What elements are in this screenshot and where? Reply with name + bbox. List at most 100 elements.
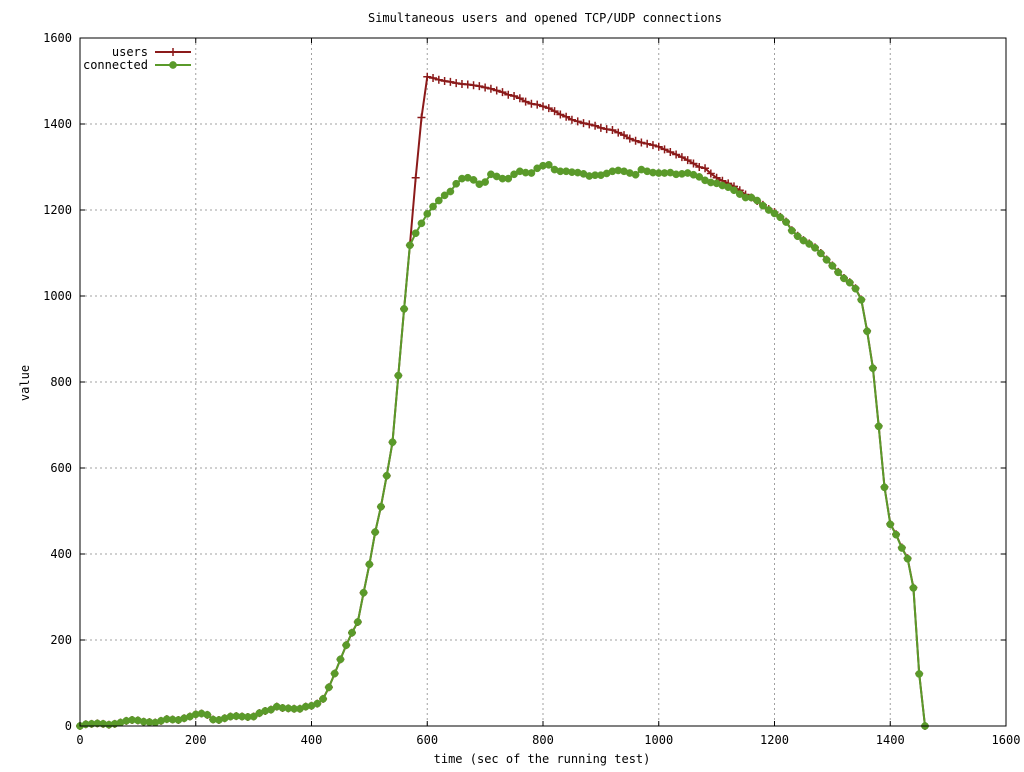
data-point-connected [371,528,380,536]
data-point-users [521,97,530,106]
data-point-users [440,77,449,85]
series-users [76,72,929,730]
data-point-connected [325,683,333,692]
data-point-connected [805,240,814,248]
data-point-connected [382,471,391,480]
data-point-connected [504,174,513,183]
grid [80,38,1006,726]
data-point-connected [730,186,738,195]
data-point-connected [903,554,912,563]
legend-label-connected: connected [83,58,148,72]
data-point-connected [799,236,808,245]
y-tick-label: 0 [65,719,72,733]
data-point-users [423,72,432,81]
data-point-connected [388,438,397,447]
data-point-connected [782,218,790,226]
data-point-connected [544,161,553,169]
y-axis-label: value [18,365,32,401]
data-point-users [411,173,420,182]
data-point-users [429,73,438,82]
data-point-users [695,163,704,171]
data-point-users [504,90,513,99]
ticks: 0 200 400 600 800 1000 1200 1400 1600 0 200 400 600 8… [43,31,1020,747]
data-point-users [469,81,478,90]
data-point-connected [400,305,408,313]
data-point-connected [319,695,327,703]
data-point-connected [770,209,779,218]
data-point-users [539,102,547,111]
data-point-connected [348,628,356,637]
x-tick-label: 1000 [644,733,673,747]
data-point-users [452,79,461,88]
x-tick-label: 1600 [992,733,1021,747]
data-point-connected [886,520,895,529]
data-point-users [498,88,507,97]
data-point-users [562,112,571,121]
data-point-connected [429,202,437,211]
data-point-users [544,104,553,113]
data-point-connected [411,229,420,238]
data-point-users [637,138,646,147]
data-point-users [596,123,605,132]
data-point-connected [446,187,455,196]
data-point-users [579,119,588,128]
data-point-users [677,153,686,162]
data-point-connected [313,699,322,708]
data-point-users [510,92,519,101]
data-point-users [533,100,542,109]
y-tick-label: 1000 [43,289,72,303]
data-point-connected [897,544,906,552]
data-point-connected [759,201,767,210]
data-point-connected [811,243,819,252]
data-point-connected [753,196,761,205]
data-point-connected [527,169,536,177]
data-point-connected [788,226,796,235]
series-connected [76,161,929,730]
data-point-connected [452,179,461,188]
data-point-connected [342,641,351,650]
data-point-connected [440,191,449,200]
data-point-users [492,86,501,95]
data-point-connected [434,196,443,205]
data-point-users [527,99,536,108]
data-point-connected [909,584,918,592]
data-point-users [486,84,495,93]
data-point-users [463,80,472,89]
data-point-users [620,131,629,140]
y-tick-label: 400 [50,547,72,561]
y-tick-label: 1600 [43,31,72,45]
plot-frame [79,37,1007,727]
legend-marker-connected [169,61,177,69]
data-point-connected [840,274,848,283]
data-point-users [417,113,426,122]
data-point-connected [845,278,854,287]
data-point-connected [915,670,924,678]
data-point-connected [365,560,374,569]
data-point-users [643,139,652,148]
y-tick-label: 1200 [43,203,72,217]
data-point-connected [863,327,871,336]
data-point-connected [822,256,831,264]
data-point-users [591,121,600,130]
data-point-users [608,126,617,135]
data-point-connected [330,669,339,678]
data-point-users [550,107,559,116]
data-point-users [446,77,455,86]
x-tick-label: 200 [185,733,207,747]
x-axis-label: time (sec of the running test) [434,752,651,766]
x-tick-label: 800 [532,733,554,747]
data-point-users [683,156,692,165]
data-point-users [701,164,710,173]
x-tick-label: 600 [416,733,438,747]
data-point-connected [695,173,704,181]
legend-marker-users [169,48,177,56]
x-tick-label: 400 [301,733,323,747]
data-point-connected [880,483,889,492]
data-point-users [585,120,594,129]
x-tick-label: 1200 [760,733,789,747]
data-point-connected [869,364,877,373]
series-line-connected [79,163,926,727]
y-tick-label: 600 [50,461,72,475]
data-point-connected [394,371,403,380]
